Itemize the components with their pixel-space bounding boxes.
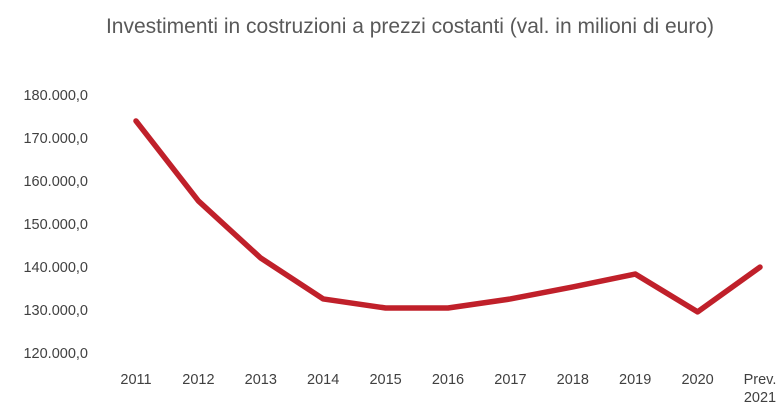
x-tick-label: 2015 (369, 372, 402, 388)
y-tick-label: 150.000,0 (23, 217, 88, 233)
x-tick-label: Prev. 2021 (743, 372, 777, 406)
y-tick-label: 140.000,0 (23, 260, 88, 276)
y-tick-label: 170.000,0 (23, 131, 88, 147)
x-tick-label: 2019 (619, 372, 652, 388)
x-tick-label: 2012 (182, 372, 215, 388)
x-tick-label: 2016 (431, 372, 465, 388)
data-line (133, 118, 763, 315)
x-tick-label: 2018 (556, 372, 589, 388)
y-tick-label: 180.000,0 (23, 88, 88, 104)
y-tick-label: 160.000,0 (23, 174, 88, 190)
x-tick-label: 2014 (307, 372, 340, 388)
x-tick-label: 2011 (120, 372, 152, 388)
x-tick-label: 2020 (681, 372, 714, 388)
x-tick-label: 2013 (244, 372, 277, 388)
y-tick-label: 130.000,0 (23, 303, 88, 319)
chart-title: Investimenti in costruzioni a prezzi cos… (105, 15, 715, 38)
x-tick-label: 2017 (494, 372, 527, 388)
y-tick-label: 120.000,0 (23, 346, 88, 362)
